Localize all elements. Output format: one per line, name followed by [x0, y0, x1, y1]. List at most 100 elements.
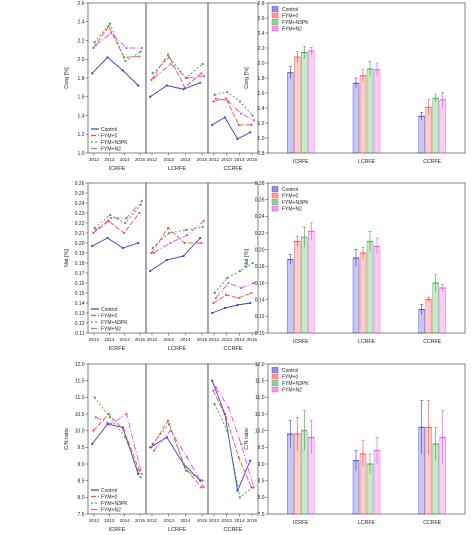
- data-point: [121, 246, 124, 250]
- data-point: [183, 86, 186, 89]
- legend-swatch: [271, 199, 279, 205]
- data-point: [139, 50, 142, 53]
- legend-swatch: [271, 373, 279, 380]
- data-point: [151, 442, 154, 446]
- series-line-control: [91, 56, 139, 86]
- data-point: [238, 100, 242, 103]
- legend-entry: FYM+0: [101, 134, 117, 140]
- series-line-fym-0: [93, 212, 140, 234]
- y-tick-label: 1.8: [258, 76, 265, 82]
- data-point: [184, 228, 188, 232]
- x-tick-label: 2012: [89, 518, 100, 523]
- data-point: [108, 213, 112, 217]
- data-point: [169, 62, 172, 66]
- data-point: [202, 486, 205, 489]
- series-line-fym-n3pk: [152, 226, 203, 249]
- series-line-fym-n2: [215, 282, 254, 299]
- x-tick-label: 2012: [147, 157, 158, 162]
- data-point: [122, 231, 126, 235]
- panel-label: CCRFE: [224, 527, 243, 533]
- x-tick-label: 2014: [180, 157, 191, 162]
- y-tick-label: 0.25: [75, 191, 85, 197]
- legend-swatch: [271, 380, 279, 386]
- data-point: [252, 281, 255, 285]
- data-point: [125, 412, 128, 416]
- legend-entry: FYM+N3PK: [282, 20, 309, 26]
- series-line-fym-n3pk: [214, 403, 253, 499]
- y-tick-label: 0.24: [75, 201, 85, 207]
- bar: [418, 116, 425, 154]
- bar-chart-corg: 0.8 1.0 1.2 1.4 1.6 1.8 2.0 2.2 2.4 2.6 2.8 Corg [%…: [244, 1, 466, 165]
- x-tick-label: 2014: [120, 518, 131, 523]
- data-point: [110, 216, 113, 220]
- data-point: [106, 236, 109, 240]
- y-tick-label: 0.10: [255, 331, 265, 337]
- x-tick-label: 2013: [104, 337, 115, 342]
- x-tick-label: 2012: [209, 337, 220, 342]
- data-point: [211, 379, 214, 382]
- legend-swatch: [271, 205, 279, 212]
- y-tick-label: 0.28: [255, 181, 265, 187]
- plot-frame: [267, 182, 466, 334]
- y-tick-label: 0.20: [75, 241, 85, 247]
- bar: [294, 56, 301, 154]
- bar: [439, 287, 446, 334]
- bar: [287, 72, 294, 154]
- y-tick-label: 9.5: [258, 445, 265, 451]
- data-point: [251, 261, 254, 265]
- panel-label: LCRFE: [168, 166, 186, 172]
- y-tick-label: 0.16: [75, 281, 85, 287]
- y-tick-label: 12.0: [255, 362, 265, 368]
- series-line-fym-0: [212, 390, 252, 488]
- data-point: [200, 486, 203, 489]
- data-point: [236, 489, 239, 492]
- x-tick-label: 2015: [247, 518, 258, 523]
- data-point: [184, 469, 188, 472]
- legend-entry: Control: [282, 368, 298, 374]
- line-chart-cn: 7.5 8.0 8.5 9.0 9.5 10.0 10.5 11.0 11.5 12.0 C/N r…: [64, 362, 259, 533]
- data-point: [211, 123, 214, 126]
- x-tick-label: 2015: [197, 337, 208, 342]
- y-tick-label: 8.5: [258, 478, 265, 484]
- y-tick-label: 1.2: [258, 121, 265, 127]
- bar: [366, 241, 374, 334]
- legend-swatch: [271, 19, 279, 25]
- data-point: [186, 233, 189, 237]
- data-point: [250, 123, 253, 126]
- y-tick-label: 1.8: [78, 76, 85, 82]
- x-tick-label: 2014: [180, 518, 191, 523]
- data-point: [91, 244, 94, 248]
- y-tick-label: 2.8: [258, 1, 265, 7]
- y-tick-label: 0.8: [258, 151, 265, 157]
- x-tick-label: 2015: [247, 337, 258, 342]
- y-axis-label: Corg [%]: [244, 67, 250, 89]
- x-tick-label: 2013: [104, 518, 115, 523]
- y-axis-label: Corg [%]: [64, 67, 70, 89]
- legend-entry: Control: [282, 187, 298, 193]
- data-point: [151, 72, 154, 75]
- legend-entry: FYM+0: [282, 194, 298, 200]
- y-tick-label: 0.18: [255, 264, 265, 270]
- data-point: [213, 291, 216, 295]
- x-tick-label: 2012: [89, 337, 100, 342]
- x-tick-label: 2013: [164, 337, 175, 342]
- y-tick-label: 0.11: [75, 331, 85, 337]
- data-point: [138, 55, 141, 58]
- series-line-fym-n2: [95, 32, 142, 49]
- data-point: [214, 296, 217, 300]
- legend-entry: FYM+0: [101, 314, 117, 320]
- bar: [359, 75, 367, 154]
- y-tick-label: 1.2: [78, 132, 85, 138]
- y-axis-label: C/N ratio: [64, 428, 70, 450]
- data-point: [165, 84, 168, 87]
- series-line-fym-n2: [153, 63, 204, 79]
- legend-entry: FYM+N2: [282, 388, 302, 394]
- category-label: ICRFE: [293, 159, 309, 165]
- y-tick-label: 1.4: [78, 113, 85, 119]
- data-point: [124, 436, 127, 439]
- series-line-control: [149, 436, 201, 481]
- series-line-fym-0: [93, 413, 140, 471]
- x-tick-label: 2013: [222, 337, 233, 342]
- panel-frame: [207, 182, 259, 334]
